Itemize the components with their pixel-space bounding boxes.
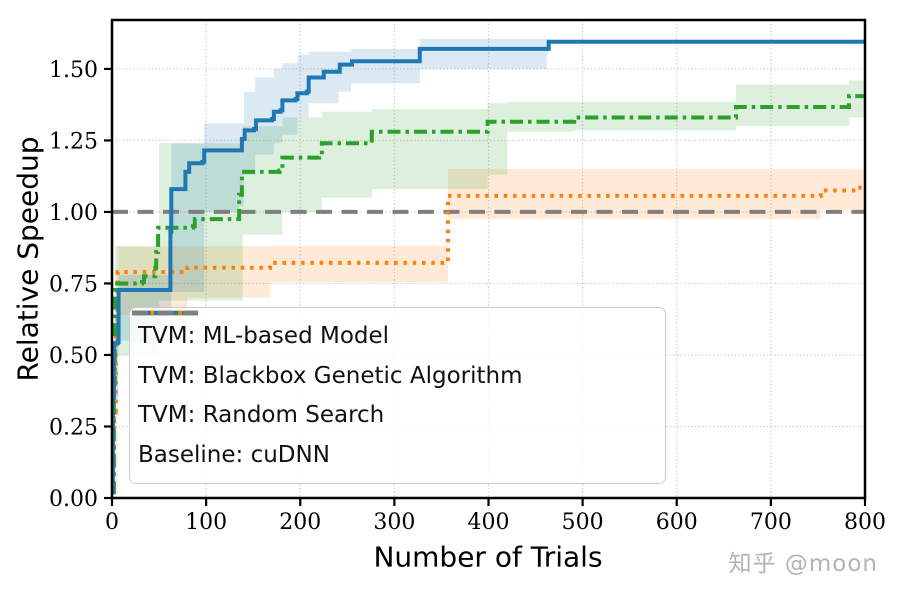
- legend-line-sample: [132, 310, 198, 316]
- legend: TVM: ML-based Model TVM: Blackbox Genetic…: [129, 307, 666, 484]
- svg-text:300: 300: [373, 510, 415, 535]
- svg-text:600: 600: [656, 510, 698, 535]
- svg-text:0.50: 0.50: [49, 344, 98, 369]
- series-line-2: [111, 94, 865, 495]
- svg-text:500: 500: [562, 510, 604, 535]
- svg-text:0.75: 0.75: [49, 272, 98, 297]
- svg-text:1.50: 1.50: [49, 58, 98, 83]
- series-line-3: [110, 39, 865, 495]
- legend-item: TVM: ML-based Model: [132, 310, 651, 349]
- svg-text:700: 700: [750, 510, 792, 535]
- legend-item: TVM: Random Search: [132, 310, 651, 429]
- legend-item: TVM: Blackbox Genetic Algorithm: [132, 310, 651, 389]
- svg-text:400: 400: [468, 510, 510, 535]
- legend-label: TVM: Random Search: [138, 402, 385, 429]
- confidence-band-2: [113, 80, 865, 493]
- tick-labels: 0 100 200 300 400 500 600 700 800 0.00 0.25 0.50 0.7…: [49, 58, 886, 535]
- svg-text:0.25: 0.25: [49, 415, 98, 440]
- svg-text:0: 0: [105, 510, 119, 535]
- tick-marks: [104, 67, 867, 506]
- legend-label: Baseline: cuDNN: [138, 442, 330, 469]
- confidence-band-1: [115, 169, 866, 493]
- svg-text:0.00: 0.00: [49, 487, 98, 512]
- legend-item: Baseline: cuDNN: [132, 310, 651, 469]
- x-axis-label: Number of Trials: [373, 540, 603, 574]
- watermark: 知乎 @moon: [728, 551, 878, 577]
- y-axis-label: Relative Speedup: [11, 136, 45, 382]
- legend-label: TVM: Blackbox Genetic Algorithm: [138, 362, 523, 389]
- svg-text:200: 200: [279, 510, 321, 535]
- svg-text:1.25: 1.25: [49, 129, 98, 154]
- legend-label: TVM: ML-based Model: [138, 322, 390, 349]
- svg-text:800: 800: [844, 510, 886, 535]
- svg-text:1.00: 1.00: [49, 201, 98, 226]
- svg-text:100: 100: [185, 510, 227, 535]
